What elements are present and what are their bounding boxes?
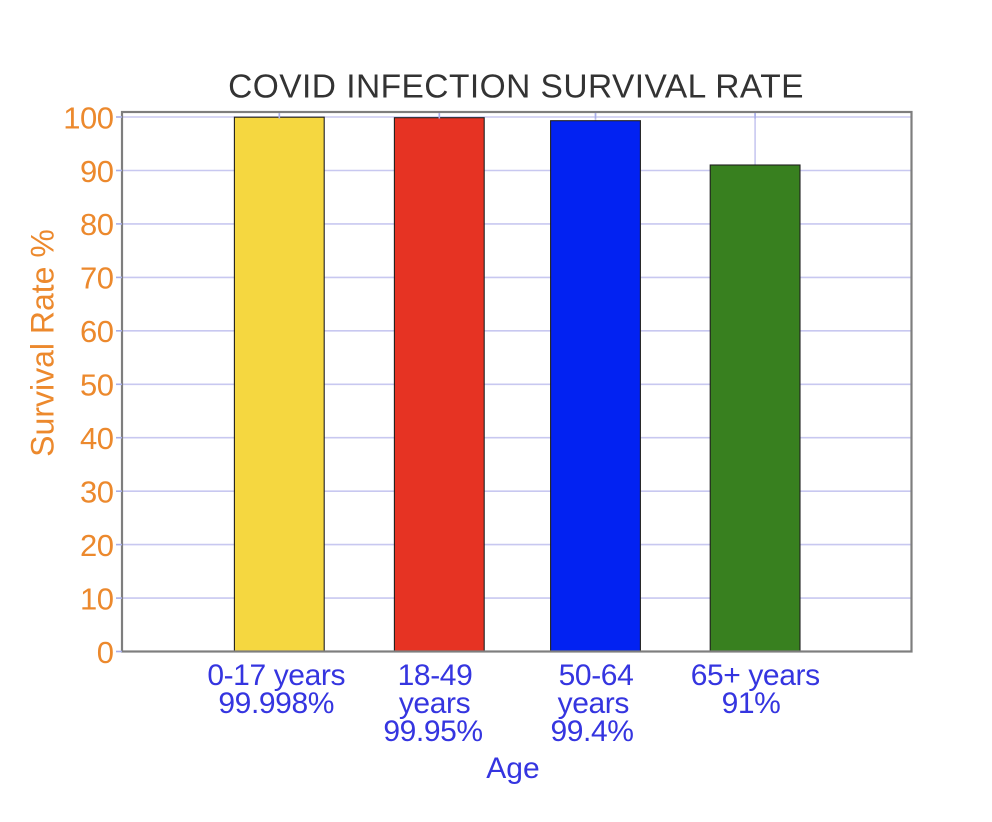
svg-text:30: 30	[80, 475, 114, 510]
svg-text:50: 50	[80, 368, 114, 403]
svg-text:60: 60	[80, 314, 114, 349]
svg-text:80: 80	[80, 207, 114, 242]
svg-text:99.4%: 99.4%	[550, 715, 633, 748]
svg-text:50-64: 50-64	[559, 659, 634, 692]
svg-text:COVID INFECTION SURVIVAL RATE: COVID INFECTION SURVIVAL RATE	[228, 69, 804, 106]
svg-text:20: 20	[80, 528, 114, 563]
svg-text:Survival Rate %: Survival Rate %	[25, 229, 61, 457]
svg-text:65+ years: 65+ years	[691, 659, 820, 692]
svg-text:years: years	[399, 687, 470, 720]
svg-text:0: 0	[97, 635, 114, 670]
svg-text:0-17 years: 0-17 years	[207, 659, 345, 692]
svg-text:70: 70	[80, 261, 114, 296]
svg-text:Age: Age	[486, 752, 539, 785]
svg-text:18-49: 18-49	[398, 659, 473, 692]
svg-text:40: 40	[80, 421, 114, 456]
svg-text:years: years	[558, 687, 629, 720]
svg-text:91%: 91%	[722, 687, 781, 720]
svg-text:99.998%: 99.998%	[218, 687, 334, 720]
svg-text:10: 10	[80, 581, 114, 616]
svg-text:90: 90	[80, 154, 114, 189]
svg-text:100: 100	[63, 100, 113, 135]
svg-text:99.95%: 99.95%	[383, 715, 482, 748]
